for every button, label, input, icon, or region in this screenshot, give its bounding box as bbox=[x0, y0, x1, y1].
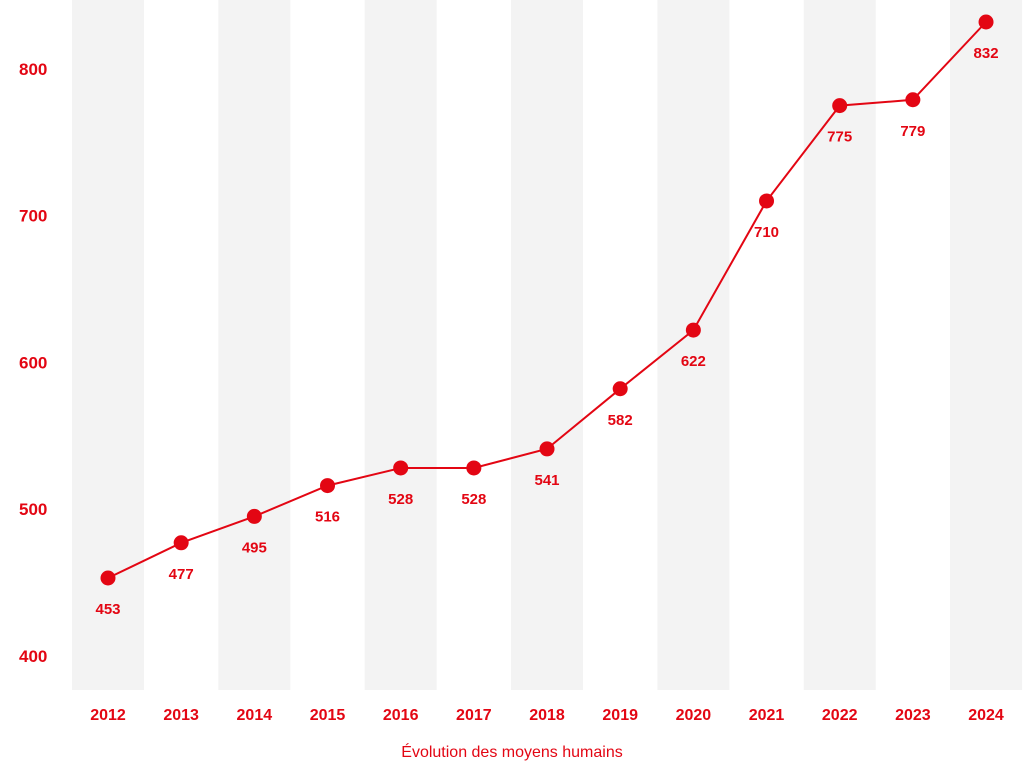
data-point bbox=[246, 508, 262, 524]
data-point bbox=[978, 14, 994, 30]
band-2016 bbox=[364, 0, 437, 690]
x-tick-label: 2022 bbox=[822, 707, 858, 724]
data-point bbox=[100, 570, 116, 586]
x-axis-title: Évolution des moyens humains bbox=[401, 742, 622, 761]
y-tick-label: 400 bbox=[19, 647, 47, 666]
band-2014 bbox=[218, 0, 291, 690]
data-point bbox=[612, 381, 628, 397]
x-tick-label: 2017 bbox=[456, 707, 492, 724]
data-point bbox=[393, 460, 409, 476]
data-point bbox=[905, 92, 921, 108]
y-tick-label: 700 bbox=[19, 207, 47, 226]
data-label: 622 bbox=[681, 353, 706, 370]
x-tick-label: 2018 bbox=[529, 707, 565, 724]
band-2024 bbox=[950, 0, 1023, 690]
x-tick-label: 2012 bbox=[90, 707, 126, 724]
data-label: 832 bbox=[974, 45, 999, 62]
background-bands bbox=[72, 0, 1023, 690]
data-points bbox=[100, 14, 994, 586]
y-axis: 400 500 600 700 800 bbox=[19, 60, 47, 666]
data-point bbox=[320, 478, 336, 494]
band-2018 bbox=[511, 0, 584, 690]
data-label: 495 bbox=[242, 539, 267, 556]
y-tick-label: 500 bbox=[19, 500, 47, 519]
band-2022 bbox=[803, 0, 876, 690]
x-axis: 2012 2013 2014 2015 2016 2017 2018 2019 2020 2021… bbox=[90, 707, 1004, 724]
data-label: 710 bbox=[754, 224, 779, 241]
data-label: 516 bbox=[315, 509, 340, 526]
data-label: 779 bbox=[900, 123, 925, 140]
data-labels: 453 477 495 516 528 528 541 582 622 710 775 779 832 bbox=[95, 45, 998, 618]
x-tick-label: 2024 bbox=[968, 707, 1004, 724]
data-label: 528 bbox=[461, 491, 486, 508]
x-tick-label: 2016 bbox=[383, 707, 419, 724]
x-tick-label: 2013 bbox=[163, 707, 199, 724]
data-point bbox=[466, 460, 482, 476]
data-label: 477 bbox=[169, 566, 194, 583]
x-tick-label: 2021 bbox=[749, 707, 785, 724]
x-tick-label: 2019 bbox=[602, 707, 638, 724]
data-label: 775 bbox=[827, 129, 852, 146]
data-label: 582 bbox=[608, 412, 633, 429]
x-tick-label: 2015 bbox=[310, 707, 346, 724]
data-label: 541 bbox=[535, 472, 560, 489]
data-point bbox=[539, 441, 555, 457]
x-tick-label: 2023 bbox=[895, 707, 931, 724]
band-2020 bbox=[657, 0, 730, 690]
data-point bbox=[685, 322, 701, 338]
y-tick-label: 600 bbox=[19, 353, 47, 372]
x-tick-label: 2020 bbox=[676, 707, 712, 724]
data-point bbox=[832, 98, 848, 114]
x-tick-label: 2014 bbox=[237, 707, 273, 724]
data-point bbox=[759, 193, 775, 209]
y-tick-label: 800 bbox=[19, 60, 47, 79]
data-label: 528 bbox=[388, 491, 413, 508]
data-label: 453 bbox=[95, 601, 120, 618]
data-point bbox=[173, 535, 189, 551]
band-2012 bbox=[72, 0, 144, 690]
